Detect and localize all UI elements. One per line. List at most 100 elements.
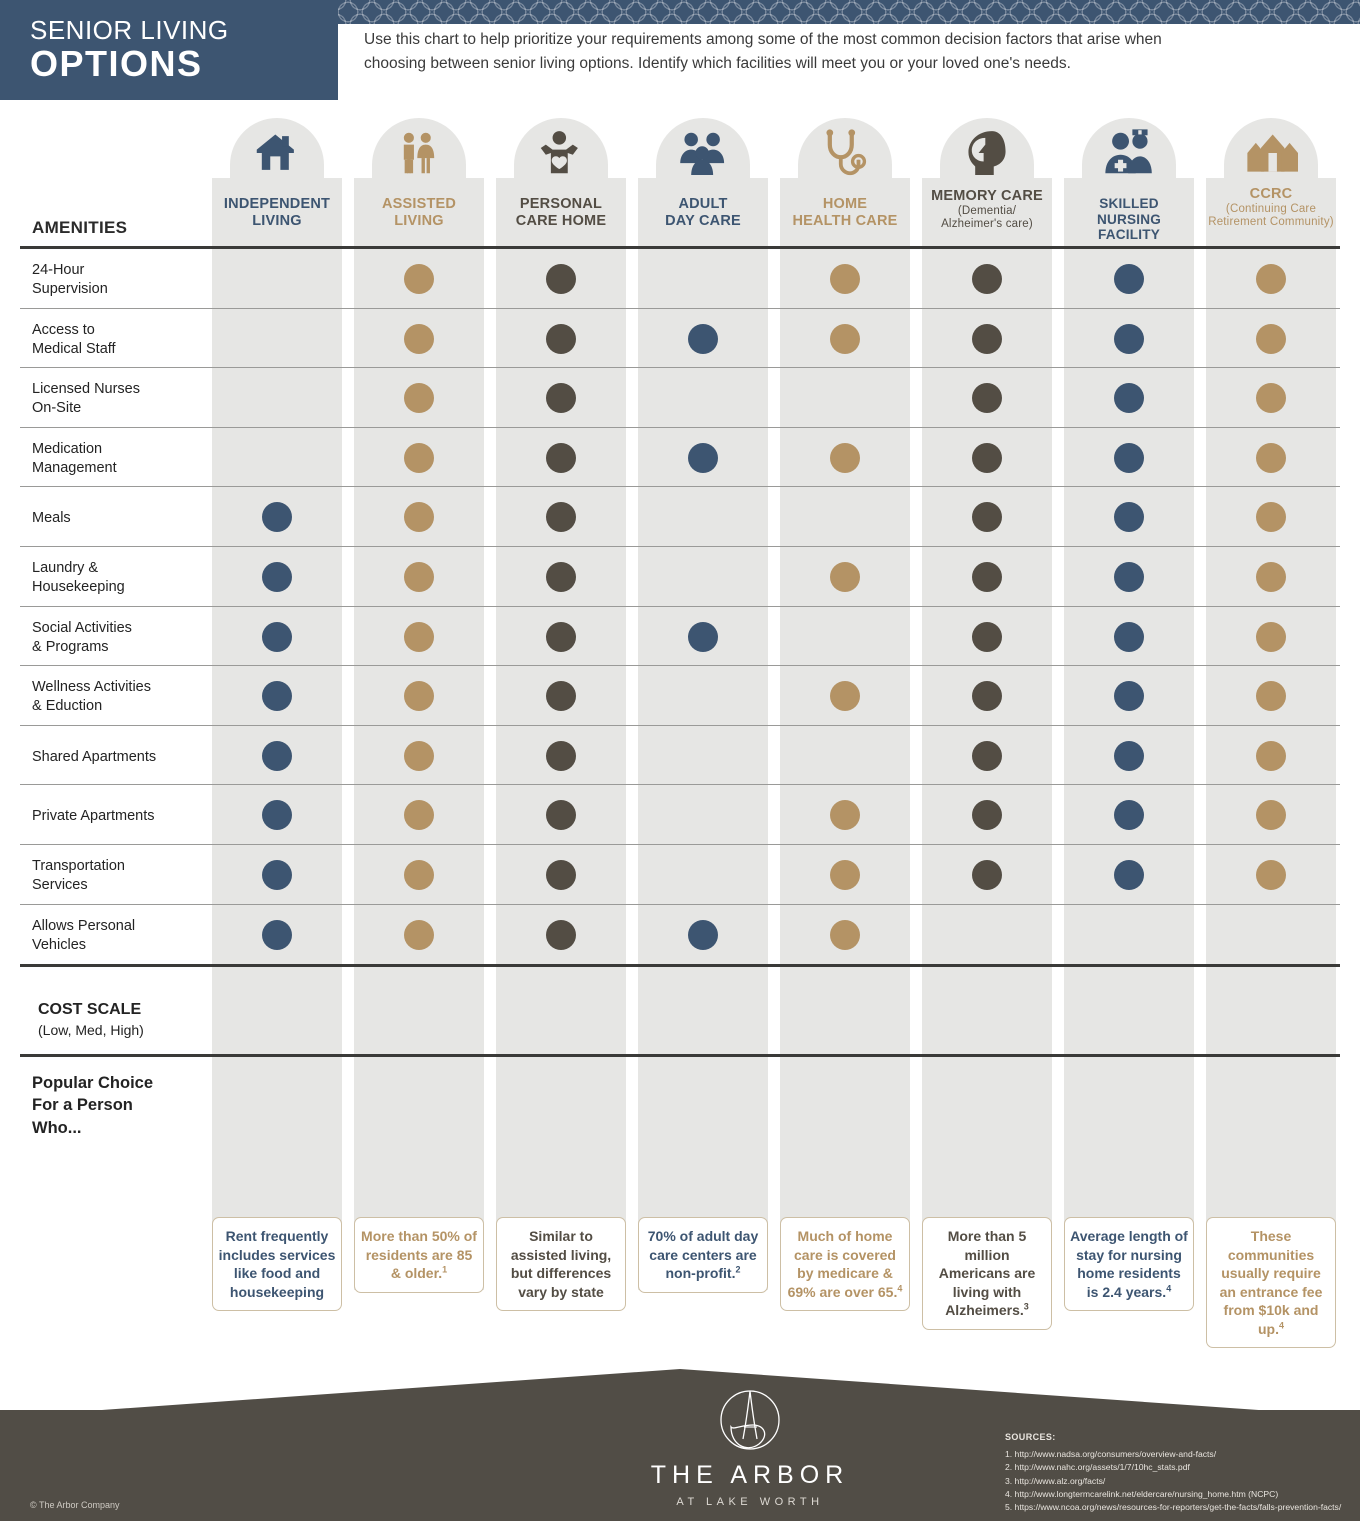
row-label-9: Private Apartments xyxy=(32,808,155,825)
fact-box-6: Average length of stay for nursing home … xyxy=(1064,1217,1194,1312)
cost-scale-label: COST SCALE (Low, Med, High) xyxy=(38,1001,144,1038)
fact-box-1: More than 50% of residents are 85 & olde… xyxy=(354,1217,484,1293)
column-strip-0 xyxy=(212,178,342,1290)
fact-superscript-7: 4 xyxy=(1278,1319,1284,1330)
title-line-2: OPTIONS xyxy=(30,43,203,85)
amenity-dot-r2-c7 xyxy=(1256,383,1286,414)
source-item-1[interactable]: 1. http://www.nadsa.org/consumers/overvi… xyxy=(1005,1449,1217,1459)
column-strip-3 xyxy=(638,178,768,1290)
amenity-dot-r8-c1 xyxy=(404,740,434,771)
row-label-4: Meals xyxy=(32,510,71,527)
amenity-dot-r7-c5 xyxy=(972,681,1002,712)
footer xyxy=(0,1410,1360,1521)
title-line-1: SENIOR LIVING xyxy=(30,15,229,45)
fact-box-text-7: These communities usually require an ent… xyxy=(1219,1228,1323,1337)
amenity-dot-r1-c7 xyxy=(1256,323,1286,354)
amenity-dot-r6-c7 xyxy=(1256,621,1286,652)
fact-box-text-5: More than 5 million Americans are living… xyxy=(938,1228,1036,1319)
row-label-8: Shared Apartments xyxy=(32,748,157,765)
fact-box-2: Similar to assisted living, but differen… xyxy=(496,1217,626,1312)
row-label-7: Wellness Activities & Eduction xyxy=(32,679,151,715)
cost-divider-top xyxy=(20,964,1340,968)
source-item-2[interactable]: 2. http://www.nahc.org/assets/1/7/10hc_s… xyxy=(1005,1462,1190,1473)
brand-logo: THE ARBOR AT LAKE WORTH xyxy=(600,1390,900,1508)
amenity-dot-r7-c4 xyxy=(830,681,860,712)
row-divider-5 xyxy=(20,605,1340,607)
column-strip-4 xyxy=(780,178,910,1290)
amenity-dot-r10-c5 xyxy=(972,860,1002,890)
column-strip-6 xyxy=(1064,178,1194,1290)
amenity-dot-r4-c5 xyxy=(972,502,1002,533)
source-item-4[interactable]: 4. http://www.longtermcarelink.net/elder… xyxy=(1005,1488,1279,1499)
amenity-dot-r6-c0 xyxy=(262,621,292,652)
row-divider-3 xyxy=(20,486,1340,488)
amenity-dot-r3-c2 xyxy=(546,442,576,473)
row-divider-0 xyxy=(20,307,1340,309)
amenity-dot-r5-c5 xyxy=(972,562,1002,592)
amenity-dot-r5-c7 xyxy=(1256,562,1286,592)
column-strip-5 xyxy=(922,178,1052,1290)
fact-box-text-0: Rent frequently includes services like f… xyxy=(218,1228,336,1300)
source-item-5[interactable]: 5. https://www.ncoa.org/news/resources-f… xyxy=(1005,1502,1342,1513)
popular-divider-top xyxy=(20,1054,1340,1058)
amenity-dot-r8-c5 xyxy=(972,740,1002,771)
fact-box-text-2: Similar to assisted living, but differen… xyxy=(510,1228,612,1300)
amenity-dot-r3-c4 xyxy=(830,442,860,473)
column-header-1[interactable]: ASSISTED LIVING xyxy=(381,196,457,229)
amenity-dot-r5-c0 xyxy=(262,562,292,592)
amenity-dot-r11-c4 xyxy=(830,919,860,950)
row-label-0: 24-Hour Supervision xyxy=(32,262,108,298)
row-divider-9 xyxy=(20,844,1340,845)
amenity-dot-r4-c6 xyxy=(1114,502,1144,533)
sources-title: SOURCES: xyxy=(1005,1432,1056,1442)
row-label-10: Transportation Services xyxy=(32,858,125,894)
col-sub-7: (Continuing Care Retirement Community) xyxy=(1208,202,1334,229)
amenity-dot-r10-c0 xyxy=(262,860,292,890)
amenity-dot-r5-c4 xyxy=(830,562,860,592)
logo-name: THE ARBOR xyxy=(650,1461,850,1489)
row-label-6: Social Activities & Programs xyxy=(32,619,132,655)
fact-box-5: More than 5 million Americans are living… xyxy=(922,1217,1052,1330)
amenity-dot-r8-c7 xyxy=(1256,740,1286,771)
amenity-dot-r2-c6 xyxy=(1114,383,1144,414)
amenity-dot-r9-c2 xyxy=(546,800,576,831)
column-header-0[interactable]: INDEPENDENT LIVING xyxy=(223,196,331,229)
sources-list: SOURCES: 1. http://www.nadsa.org/consume… xyxy=(1005,1432,1341,1515)
row-label-5: Laundry & Housekeeping xyxy=(32,560,125,596)
fact-box-3: 70% of adult day care centers are non-pr… xyxy=(638,1217,768,1293)
houses-icon xyxy=(1247,134,1298,172)
amenity-dot-r2-c1 xyxy=(404,383,434,414)
couple-icon xyxy=(403,132,435,174)
amenity-dot-r8-c0 xyxy=(262,740,292,771)
source-item-3[interactable]: 3. http://www.alz.org/facts/ xyxy=(1005,1475,1106,1486)
column-header-3[interactable]: ADULT DAY CARE xyxy=(665,196,741,229)
amenity-dot-r6-c3 xyxy=(688,621,718,652)
column-header-7[interactable]: CCRC (Continuing Care Retirement Community… xyxy=(1206,186,1336,230)
amenity-dot-r4-c0 xyxy=(262,502,292,533)
fact-box-text-3: 70% of adult day care centers are non-pr… xyxy=(647,1228,759,1282)
fact-superscript-3: 2 xyxy=(735,1264,741,1275)
header-divider xyxy=(20,246,1340,249)
row-divider-10 xyxy=(20,903,1340,905)
column-header-2[interactable]: PERSONAL CARE HOME xyxy=(515,196,607,229)
amenity-dot-r5-c6 xyxy=(1114,562,1144,592)
row-divider-8 xyxy=(20,784,1340,786)
column-strip-7 xyxy=(1206,178,1336,1290)
amenity-dot-r1-c5 xyxy=(972,323,1002,354)
amenity-dot-r6-c1 xyxy=(404,621,434,652)
amenity-dot-r9-c7 xyxy=(1256,800,1286,831)
amenity-dot-r10-c6 xyxy=(1114,860,1144,890)
row-divider-2 xyxy=(20,426,1340,428)
amenity-dot-r9-c6 xyxy=(1114,800,1144,831)
row-divider-1 xyxy=(20,367,1340,369)
fact-superscript-1: 1 xyxy=(442,1264,448,1275)
column-header-5[interactable]: MEMORY CARE (Dementia/Alzheimer's care) xyxy=(922,188,1052,232)
arbor-monogram-icon xyxy=(720,1390,780,1450)
column-strip-1 xyxy=(354,178,484,1290)
column-header-4[interactable]: HOME HEALTH CARE xyxy=(792,196,898,229)
amenity-dot-r5-c1 xyxy=(404,562,434,592)
column-header-6[interactable]: SKILLED NURSING FACILITY xyxy=(1096,196,1162,243)
row-label-1: Access to Medical Staff xyxy=(32,321,116,357)
amenity-dot-r4-c2 xyxy=(546,502,576,533)
amenity-dot-r1-c4 xyxy=(830,323,860,354)
